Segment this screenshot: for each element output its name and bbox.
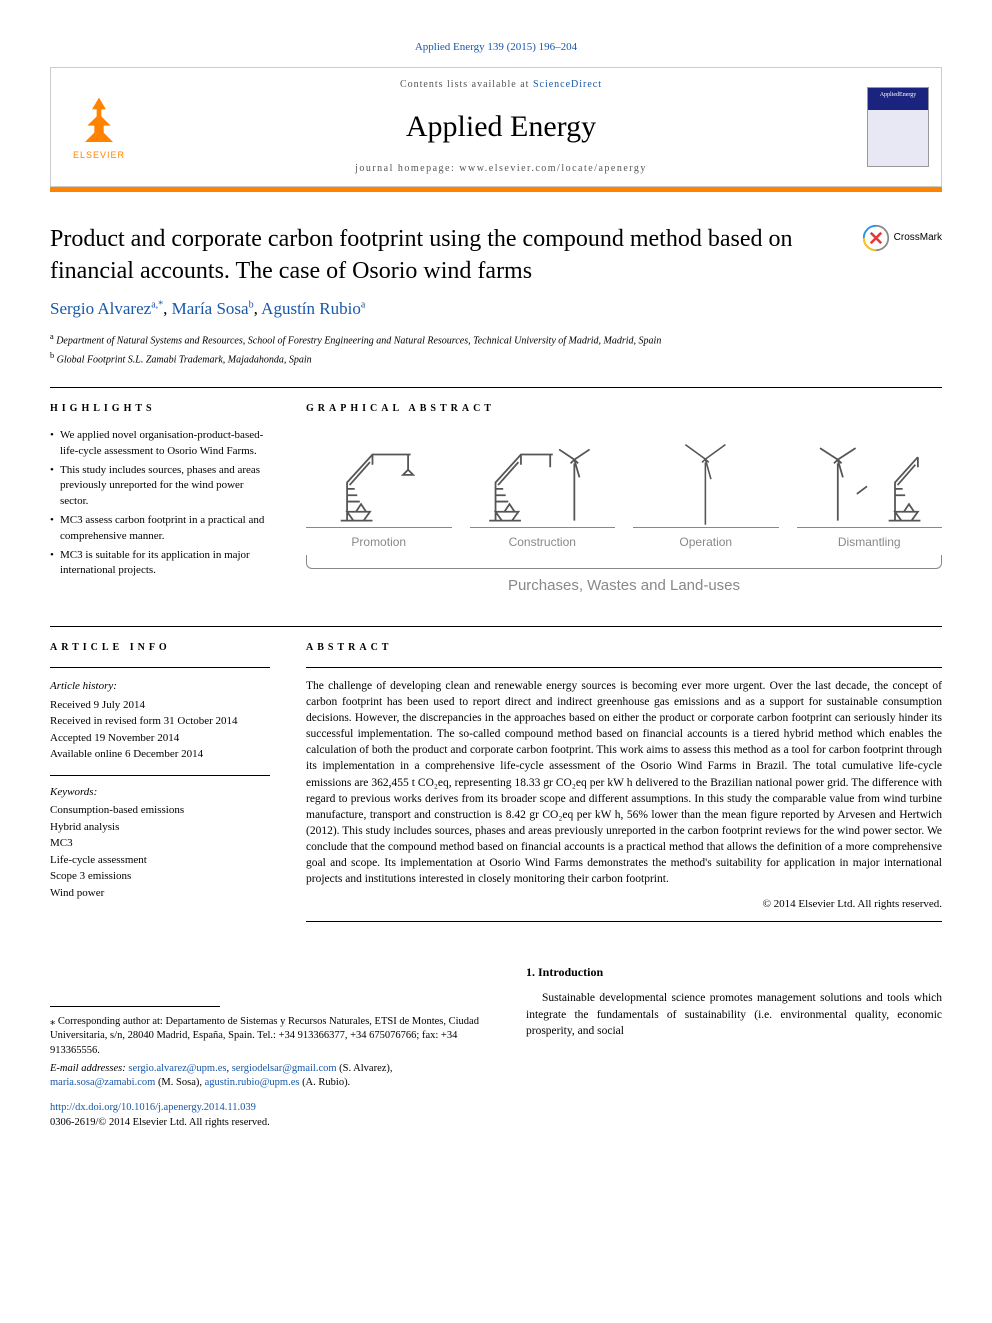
citation-header: Applied Energy 139 (2015) 196–204 bbox=[50, 40, 942, 55]
journal-name: Applied Energy bbox=[151, 106, 851, 148]
homepage-url[interactable]: www.elsevier.com/locate/apenergy bbox=[459, 163, 647, 174]
article-info: Article history: Received 9 July 2014 Re… bbox=[50, 678, 270, 901]
copyright-line: © 2014 Elsevier Ltd. All rights reserved… bbox=[306, 897, 942, 912]
keyword: Consumption-based emissions bbox=[50, 802, 270, 819]
graphical-label: GRAPHICAL ABSTRACT bbox=[306, 402, 942, 416]
orange-rule bbox=[50, 187, 942, 192]
section-heading-intro: 1. Introduction bbox=[526, 964, 942, 981]
highlight-item: MC3 is suitable for its application in m… bbox=[50, 548, 270, 579]
phase-construction: Construction bbox=[470, 438, 616, 551]
highlight-item: This study includes sources, phases and … bbox=[50, 463, 270, 509]
phase-operation: Operation bbox=[633, 438, 779, 551]
phase-dismantling: Dismantling bbox=[797, 438, 943, 551]
keyword: Scope 3 emissions bbox=[50, 868, 270, 885]
phase-promotion: Promotion bbox=[306, 438, 452, 551]
journal-cover-thumb[interactable]: AppliedEnergy bbox=[867, 87, 929, 167]
email-link[interactable]: sergiodelsar@gmail.com bbox=[232, 1063, 337, 1074]
abstract-text: The challenge of developing clean and re… bbox=[306, 678, 942, 887]
keyword: Life-cycle assessment bbox=[50, 852, 270, 869]
keyword: Wind power bbox=[50, 885, 270, 902]
elsevier-label: ELSEVIER bbox=[73, 149, 125, 162]
corresponding-footnote: ⁎ Corresponding author at: Departamento … bbox=[50, 1015, 490, 1091]
highlight-item: We applied novel organisation-product-ba… bbox=[50, 428, 270, 459]
author-3[interactable]: Agustín Rubio bbox=[261, 299, 361, 318]
phases-subtitle: Purchases, Wastes and Land-uses bbox=[306, 575, 942, 596]
phase-bracket bbox=[306, 555, 942, 569]
highlights-list: We applied novel organisation-product-ba… bbox=[50, 428, 270, 579]
article-info-label: ARTICLE INFO bbox=[50, 641, 270, 655]
abstract-label: ABSTRACT bbox=[306, 641, 942, 655]
citation-link[interactable]: Applied Energy 139 (2015) 196–204 bbox=[415, 41, 577, 53]
crossmark-badge[interactable]: CrossMark bbox=[862, 224, 942, 252]
highlight-item: MC3 assess carbon footprint in a practic… bbox=[50, 513, 270, 544]
article-title: Product and corporate carbon footprint u… bbox=[50, 224, 842, 286]
rule-1 bbox=[50, 387, 942, 388]
affiliation-b: b Global Footprint S.L. Zamabi Trademark… bbox=[50, 350, 942, 367]
keyword: MC3 bbox=[50, 835, 270, 852]
graphical-abstract: Promotion Construction Operation Dismant… bbox=[306, 428, 942, 606]
crane-turbine-icon bbox=[479, 438, 606, 527]
highlights-label: HIGHLIGHTS bbox=[50, 402, 270, 416]
masthead-box: ELSEVIER Contents lists available at Sci… bbox=[50, 67, 942, 187]
homepage-line: journal homepage: www.elsevier.com/locat… bbox=[151, 162, 851, 176]
doi-block: http://dx.doi.org/10.1016/j.apenergy.201… bbox=[50, 1101, 490, 1130]
doi-link[interactable]: http://dx.doi.org/10.1016/j.apenergy.201… bbox=[50, 1102, 256, 1113]
rule-2 bbox=[50, 626, 942, 627]
crane-dismantle-icon bbox=[806, 438, 933, 527]
wind-turbine-icon bbox=[672, 438, 739, 527]
affiliation-a: a Department of Natural Systems and Reso… bbox=[50, 331, 942, 348]
elsevier-tree-icon bbox=[71, 93, 127, 149]
footnote-rule bbox=[50, 1006, 220, 1007]
author-2[interactable]: María Sosa bbox=[172, 299, 249, 318]
contents-line: Contents lists available at ScienceDirec… bbox=[151, 78, 851, 92]
email-link[interactable]: sergio.alvarez@upm.es bbox=[128, 1063, 226, 1074]
keyword: Hybrid analysis bbox=[50, 819, 270, 836]
crossmark-icon bbox=[862, 224, 890, 252]
email-link[interactable]: agustin.rubio@upm.es bbox=[205, 1077, 300, 1088]
email-link[interactable]: maria.sosa@zamabi.com bbox=[50, 1077, 155, 1088]
crane-icon bbox=[328, 438, 430, 527]
authors-line: Sergio Alvareza,*, María Sosab, Agustín … bbox=[50, 297, 942, 321]
intro-paragraph: Sustainable developmental science promot… bbox=[526, 990, 942, 1038]
sciencedirect-link[interactable]: ScienceDirect bbox=[533, 79, 602, 90]
author-1[interactable]: Sergio Alvarez bbox=[50, 299, 151, 318]
elsevier-logo[interactable]: ELSEVIER bbox=[63, 87, 135, 167]
